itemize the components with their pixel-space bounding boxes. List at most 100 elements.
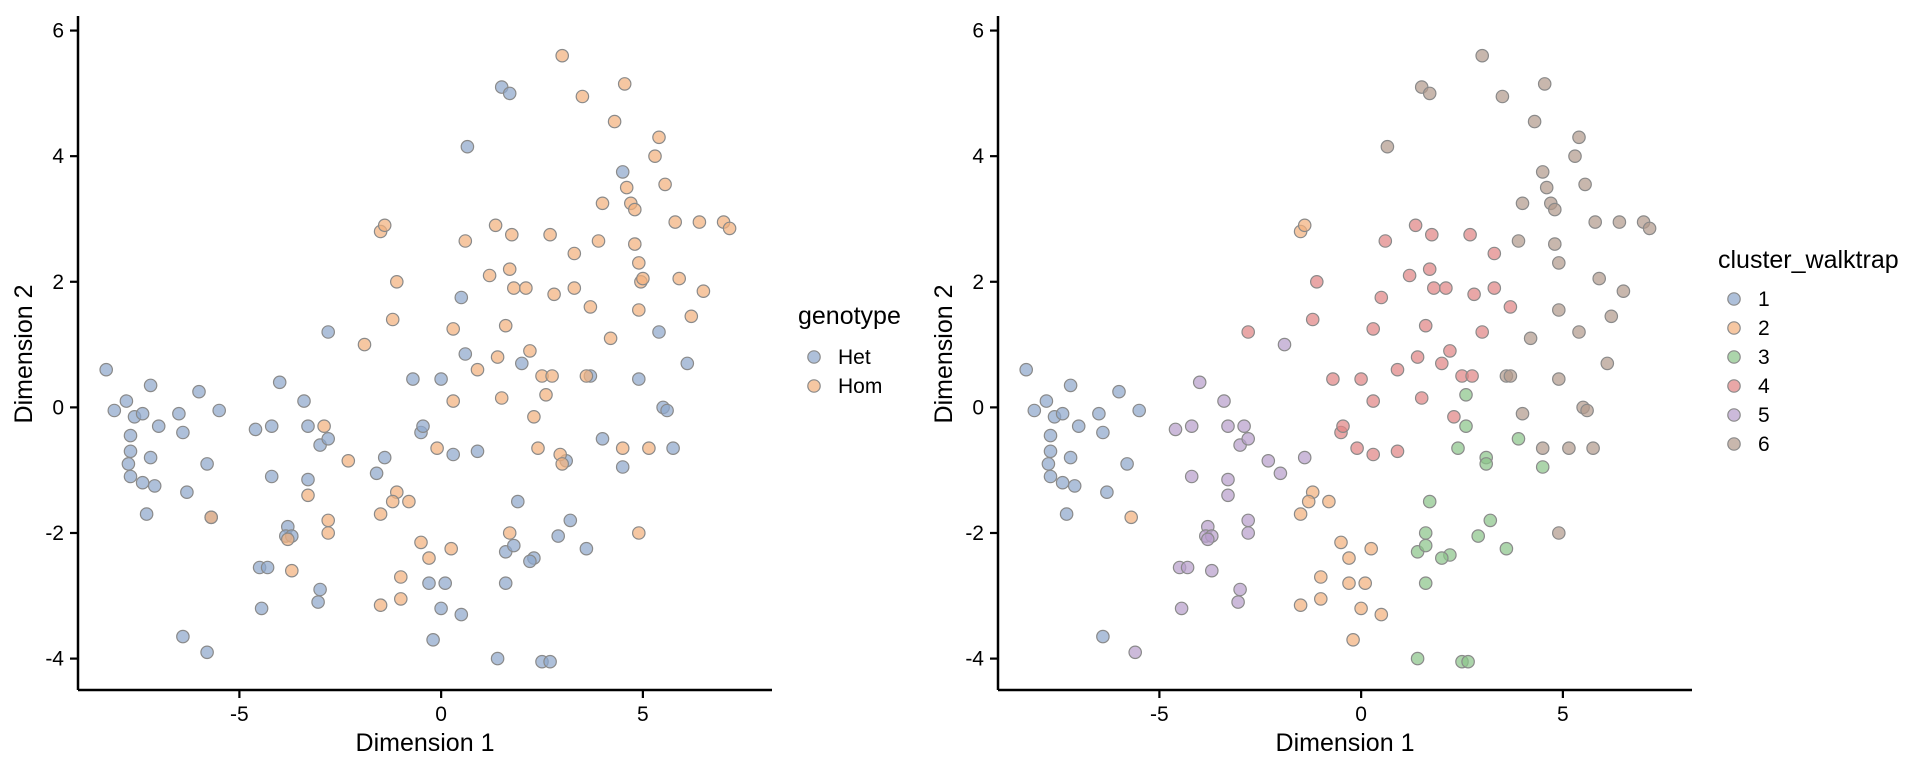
panel-2-point-5-12 bbox=[1184, 469, 1199, 484]
panel-1-x-tick-label: 0 bbox=[435, 703, 447, 726]
panel-2-point-6-33 bbox=[1600, 356, 1615, 371]
panel-2-point-5-6 bbox=[1241, 431, 1255, 446]
panel-1-point-het-24 bbox=[248, 422, 263, 437]
panel-1-y-tick-label: 0 bbox=[52, 396, 64, 419]
panel-2-point-1-4 bbox=[1055, 406, 1070, 421]
panel-1-point-hom-26 bbox=[458, 234, 473, 248]
panel-2-point-6-13 bbox=[1535, 165, 1550, 179]
panel-2-point-6-34 bbox=[1604, 309, 1619, 324]
panel-2-point-4-18 bbox=[1414, 391, 1429, 405]
panel-1-point-hom-0 bbox=[204, 510, 218, 525]
panel-2-point-6-18 bbox=[1548, 237, 1562, 251]
panel-2-point-6-22 bbox=[1552, 526, 1566, 540]
panel-2-point-5-4 bbox=[1221, 419, 1235, 433]
panel-1-legend-key-het bbox=[807, 350, 821, 364]
panel-2-point-4-29 bbox=[1465, 369, 1479, 383]
panel-1-point-het-42 bbox=[377, 450, 392, 465]
panel-2-point-6-19 bbox=[1552, 256, 1566, 270]
panel-2-point-5-23 bbox=[1205, 563, 1219, 578]
panel-1-point-het-11 bbox=[123, 428, 138, 443]
panel-1-point-het-70 bbox=[551, 529, 565, 543]
panel-1-point-het-8 bbox=[176, 425, 190, 440]
panel-1-point-het-7 bbox=[172, 406, 186, 421]
panel-1-point-hom-69 bbox=[648, 149, 662, 163]
panel-1-point-het-83 bbox=[680, 356, 695, 371]
panel-1-point-het-71 bbox=[563, 513, 578, 528]
panel-2-point-1-12 bbox=[1043, 444, 1058, 459]
panel-2-point-4-1 bbox=[1310, 274, 1324, 289]
panel-1-point-hom-50 bbox=[567, 281, 582, 295]
panel-1-point-hom-3 bbox=[280, 532, 295, 547]
panel-1-point-het-20 bbox=[139, 507, 154, 521]
panel-1-point-hom-7 bbox=[284, 563, 299, 578]
panel-1-point-hom-76 bbox=[696, 284, 711, 298]
panel-2-legend-key-1 bbox=[1727, 292, 1741, 306]
panel-2-point-4-8 bbox=[1366, 447, 1380, 462]
panel-2-point-3-6 bbox=[1535, 460, 1550, 474]
panel-1-point-het-5 bbox=[143, 378, 158, 393]
panel-1-point-het-19 bbox=[200, 457, 214, 471]
panel-2-point-1-19 bbox=[1120, 457, 1134, 471]
panel-1-point-hom-57 bbox=[607, 114, 622, 129]
panel-1-point-het-49 bbox=[458, 347, 473, 361]
panel-2-point-4-21 bbox=[1425, 227, 1439, 242]
panel-2-point-3-8 bbox=[1418, 526, 1433, 540]
panel-2-y-tick-label: 0 bbox=[972, 396, 984, 419]
panel-2-point-5-25 bbox=[1231, 595, 1245, 609]
panel-2-point-4-6 bbox=[1350, 441, 1364, 455]
panel-2-point-1-14 bbox=[1043, 469, 1058, 484]
panel-1-point-het-67 bbox=[490, 651, 505, 666]
panel-2-point-2-0 bbox=[1124, 510, 1138, 525]
panel-2-point-1-2 bbox=[1039, 394, 1054, 408]
panel-1-point-het-65 bbox=[454, 607, 469, 622]
panel-1-point-hom-31 bbox=[494, 391, 509, 405]
panel-2-point-3-7 bbox=[1422, 494, 1437, 509]
panel-1-x-axis-title: Dimension 1 bbox=[356, 729, 495, 757]
panel-2-y-tick-label: -2 bbox=[965, 522, 984, 545]
panel-2-point-6-2 bbox=[1422, 86, 1437, 101]
panel-2-legend-label-2: 2 bbox=[1758, 317, 1770, 340]
panel-1-point-het-69 bbox=[543, 654, 557, 669]
panel-2-point-6-14 bbox=[1537, 77, 1552, 91]
panel-2-point-4-33 bbox=[1487, 281, 1502, 295]
panel-2-legend-label-4: 4 bbox=[1758, 375, 1770, 398]
panel-2-y-tick-label: -4 bbox=[965, 648, 984, 671]
panel-2-point-1-9 bbox=[1112, 384, 1126, 399]
panel-1-point-het-81 bbox=[660, 403, 674, 418]
panel-1-point-hom-30 bbox=[490, 350, 505, 364]
panel-1-point-hom-28 bbox=[482, 268, 497, 283]
panel-1-point-het-62 bbox=[422, 576, 436, 590]
panel-1-point-hom-2 bbox=[301, 488, 315, 503]
panel-2-legend-key-4 bbox=[1727, 379, 1741, 393]
panel-2-point-4-25 bbox=[1443, 344, 1457, 358]
panel-1-point-het-66 bbox=[426, 632, 440, 647]
panel-1-point-hom-53 bbox=[583, 300, 598, 314]
panel-2-point-1-8 bbox=[1096, 425, 1110, 440]
panel-1-y-tick-label: 2 bbox=[52, 271, 64, 294]
panel-1-point-hom-79 bbox=[631, 526, 646, 540]
panel-2-point-2-2 bbox=[1297, 218, 1312, 233]
panel-2-point-5-19 bbox=[1241, 513, 1255, 528]
panel-2-point-6-26 bbox=[1572, 325, 1586, 339]
panel-1-point-hom-18 bbox=[393, 592, 408, 606]
panel-1-point-hom-5 bbox=[321, 526, 335, 540]
panel-2-point-1-16 bbox=[1067, 479, 1082, 493]
panel-1-point-het-23 bbox=[200, 645, 214, 660]
panel-2-point-3-19 bbox=[1461, 654, 1475, 669]
panel-1-point-het-43 bbox=[369, 466, 384, 481]
panel-1-point-het-64 bbox=[434, 601, 448, 616]
panel-1-y-tick-label: -2 bbox=[45, 522, 64, 545]
panel-1-point-het-30 bbox=[321, 431, 335, 446]
panel-2-point-3-1 bbox=[1459, 419, 1473, 433]
panel-2-point-5-11 bbox=[1297, 450, 1312, 465]
panel-1-point-hom-20 bbox=[414, 535, 428, 550]
panel-2-point-6-29 bbox=[1580, 403, 1594, 418]
panel-2-point-3-0 bbox=[1459, 387, 1473, 402]
panel-1-y-tick-label: -4 bbox=[45, 648, 64, 671]
panel-1-point-het-37 bbox=[260, 560, 275, 575]
panel-1-point-hom-72 bbox=[668, 215, 682, 229]
panel-1-legend-title: genotype bbox=[798, 302, 901, 330]
panel-2-y-tick-label: 4 bbox=[972, 145, 984, 168]
panel-1-point-hom-22 bbox=[446, 394, 460, 408]
panel-2-point-2-8 bbox=[1314, 592, 1328, 606]
